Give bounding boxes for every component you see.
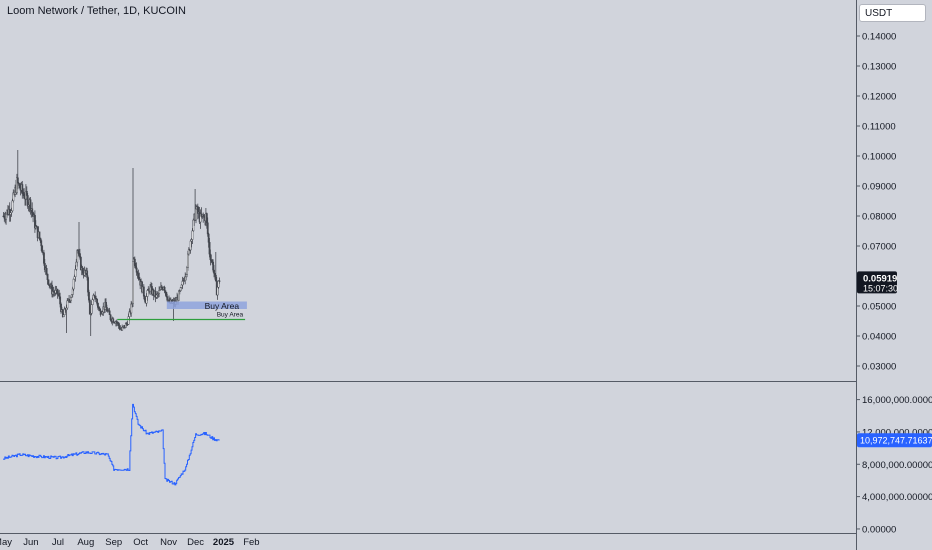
candle-body xyxy=(142,286,145,297)
candle-body xyxy=(96,298,98,304)
price-tick-label: 0.12000 xyxy=(862,92,896,103)
price-tick-label: 0.11000 xyxy=(862,122,896,133)
countdown-timer: 15:07:30 xyxy=(863,283,898,293)
time-tick-label: Jun xyxy=(23,537,38,548)
currency-selector[interactable]: USDT xyxy=(859,4,926,22)
chart-title: Loom Network / Tether, 1D, KUCOIN xyxy=(7,5,186,17)
candle-body xyxy=(90,304,93,314)
price-tick-label: 0.05000 xyxy=(862,302,896,313)
candle-body xyxy=(46,273,49,280)
candle-body xyxy=(41,245,44,253)
buy-area-zone-label: Buy Area xyxy=(205,301,240,311)
candle-body xyxy=(47,279,50,285)
candle-body xyxy=(163,286,166,292)
candle-body xyxy=(213,269,215,274)
indicator-last-value: 10,972,747.71637 xyxy=(860,436,932,446)
candle-body xyxy=(91,299,94,305)
time-tick-label: Jul xyxy=(52,537,64,548)
price-tick-label: 0.04000 xyxy=(862,332,896,343)
candle-body xyxy=(191,230,194,240)
candle-body xyxy=(40,240,43,247)
time-tick-label: Sep xyxy=(105,537,122,548)
price-tick-label: 0.07000 xyxy=(862,242,896,253)
candle-body xyxy=(206,222,209,235)
time-tick-label: Oct xyxy=(133,537,148,548)
candle-body xyxy=(12,192,15,202)
candle-body xyxy=(31,208,34,213)
time-tick-label: May xyxy=(0,537,12,548)
candle-body xyxy=(62,314,65,318)
candle-body xyxy=(187,253,189,268)
time-tick-label: Aug xyxy=(77,537,94,548)
indicator-tick-label: 0.00000 xyxy=(862,524,896,535)
candle-body xyxy=(138,276,141,280)
candle-body xyxy=(86,270,89,278)
buy-area-line-label: Buy Area xyxy=(217,312,244,319)
candle-body xyxy=(158,290,161,294)
buy-area-zone xyxy=(166,301,247,309)
candle-body xyxy=(146,290,149,297)
indicator-last-badge xyxy=(857,433,932,448)
candle-body xyxy=(45,268,48,275)
time-tick-label: Feb xyxy=(243,537,259,548)
candle-body xyxy=(108,310,111,315)
candle-body xyxy=(132,261,134,304)
indicator-pane xyxy=(3,403,220,486)
indicator-tick-label: 12,000,000.00000 xyxy=(862,427,932,438)
candle-body xyxy=(186,267,188,275)
candle-body xyxy=(72,278,75,290)
candle-body xyxy=(218,280,221,282)
candle-body xyxy=(217,280,220,288)
candle-body xyxy=(70,297,72,301)
candle-body xyxy=(29,199,32,211)
candle-body xyxy=(59,296,62,305)
candle-body xyxy=(88,299,91,315)
indicator-tick-label: 8,000,000.00000 xyxy=(862,460,932,471)
candle-body xyxy=(43,252,45,264)
candle-body xyxy=(133,258,136,267)
last-price-badge xyxy=(857,271,897,294)
time-tick-label: 2025 xyxy=(213,537,235,548)
candle-body xyxy=(195,208,197,221)
price-tick-label: 0.14000 xyxy=(862,32,896,43)
last-price-value: 0.05919 xyxy=(863,273,897,284)
indicator-tick-label: 4,000,000.00000 xyxy=(862,492,932,503)
price-tick-label: 0.09000 xyxy=(862,182,896,193)
candle-body xyxy=(112,318,115,323)
price-tick-label: 0.08000 xyxy=(862,212,896,223)
candle-body xyxy=(66,300,69,309)
time-tick-label: Dec xyxy=(187,537,204,548)
time-tick-label: Nov xyxy=(160,537,177,548)
candle-body xyxy=(109,314,112,321)
price-tick-label: 0.10000 xyxy=(862,152,896,163)
candle-body xyxy=(71,288,74,295)
indicator-line xyxy=(3,403,220,486)
candle-body xyxy=(187,249,190,255)
candle-body xyxy=(208,242,211,255)
candle-body xyxy=(87,277,89,293)
candle-body xyxy=(199,213,202,223)
indicator-tick-label: 16,000,000.00000 xyxy=(862,395,932,406)
candle-body xyxy=(38,231,41,239)
price-tick-label: 0.03000 xyxy=(862,362,896,373)
candle-body xyxy=(79,257,82,270)
price-tick-label: 0.13000 xyxy=(862,62,896,73)
